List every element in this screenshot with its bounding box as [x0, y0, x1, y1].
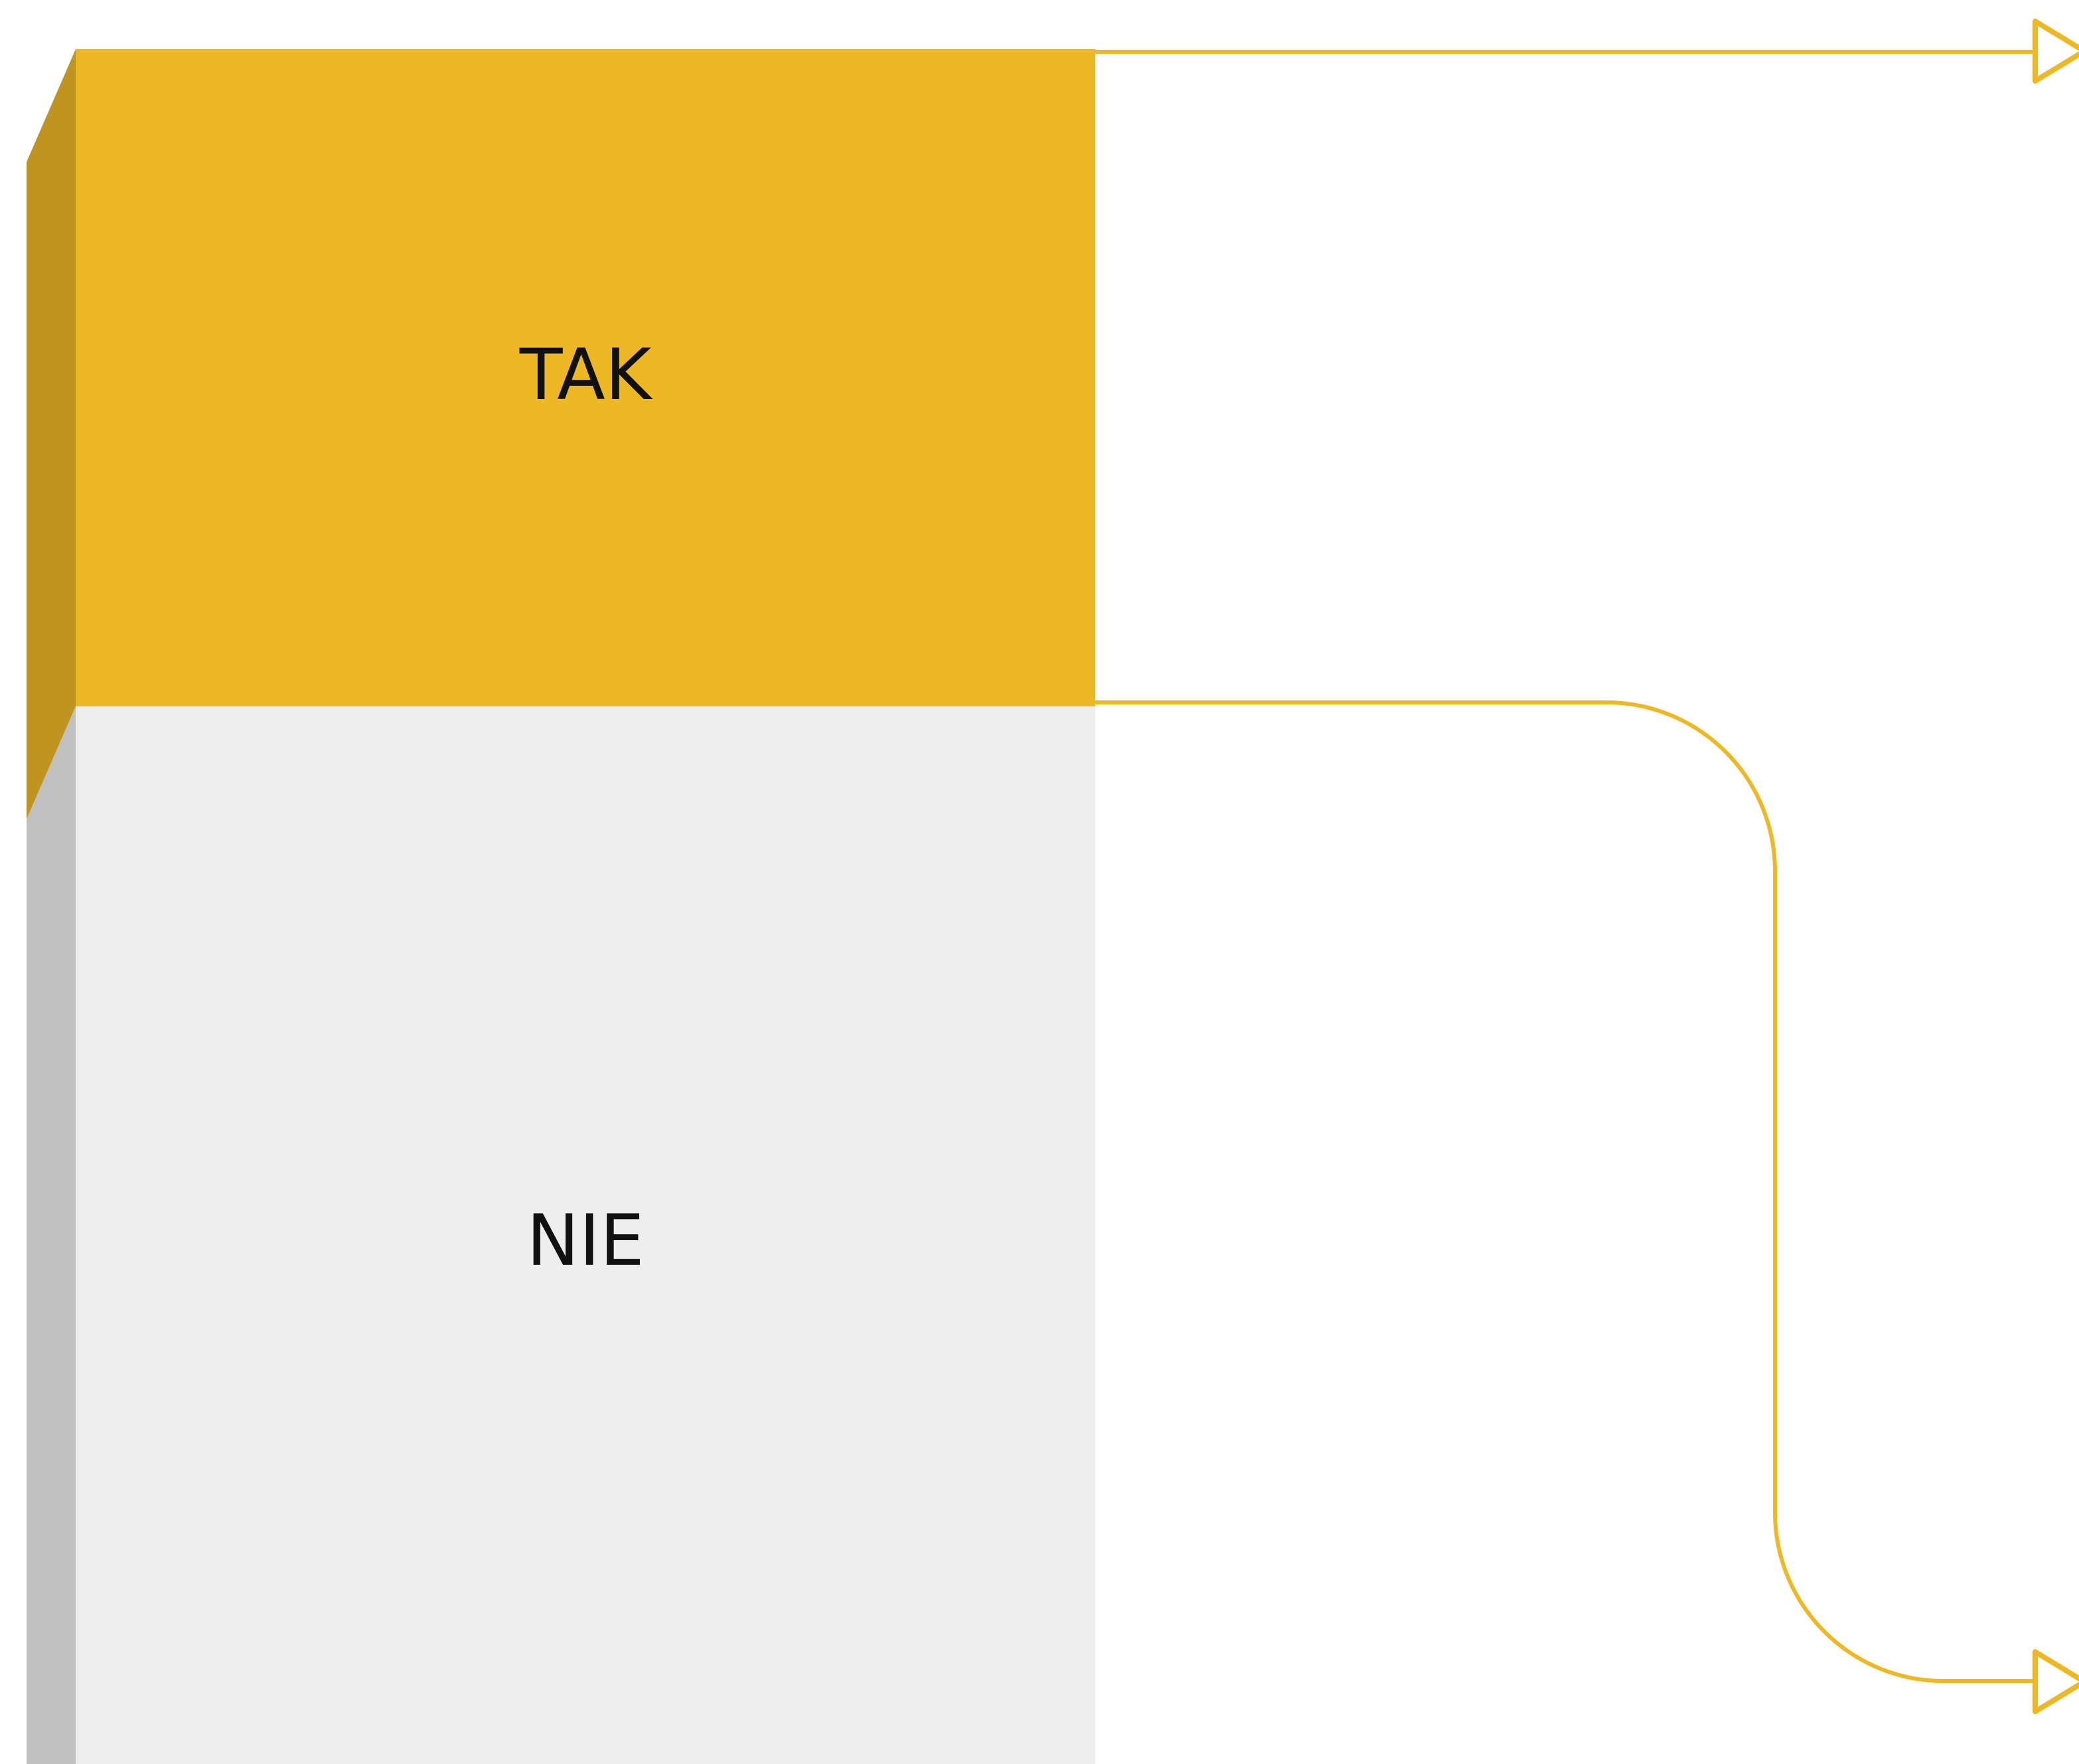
connector — [1095, 700, 2035, 1683]
no-label: NIE — [526, 1200, 645, 1281]
yes-box — [76, 49, 1095, 706]
yes-side — [27, 49, 76, 819]
no-side — [27, 706, 76, 1764]
no-box — [76, 706, 1095, 1764]
arrowhead — [2033, 1649, 2079, 1714]
arrowhead — [2033, 19, 2079, 84]
yes-label: TAK — [519, 334, 653, 416]
